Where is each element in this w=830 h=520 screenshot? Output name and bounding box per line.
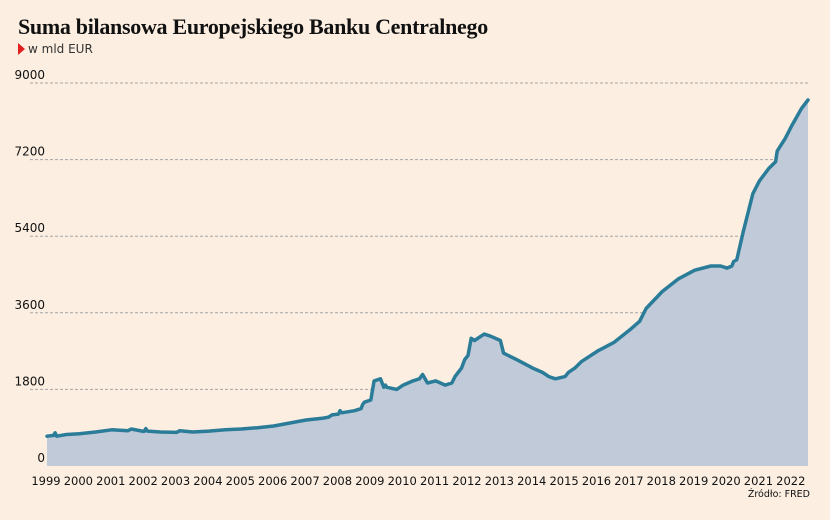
source-note: Źródło: FRED [747,489,810,500]
x-tick-label: 2007 [290,474,319,488]
x-tick-label: 2004 [193,474,222,488]
unit-label: w mld EUR [28,42,93,56]
y-tick-label: 1800 [14,374,45,388]
x-tick-label: 2019 [679,474,708,488]
x-tick-label: 2011 [420,474,449,488]
x-tick-label: 2021 [744,474,773,488]
x-tick-label: 2006 [258,474,287,488]
x-tick-label: 2001 [96,474,125,488]
series-area [47,100,808,466]
y-tick-label: 3600 [14,298,45,312]
x-tick-label: 2005 [226,474,255,488]
x-tick-label: 2009 [355,474,384,488]
x-tick-label: 2016 [582,474,611,488]
x-tick-label: 2017 [614,474,643,488]
x-tick-label: 2010 [388,474,417,488]
red-triangle-icon [18,43,25,55]
plot-area [45,98,810,466]
x-tick-label: 2015 [549,474,578,488]
x-tick-label: 2003 [161,474,190,488]
x-tick-label: 2020 [711,474,740,488]
chart-subtitle: w mld EUR [18,42,93,56]
x-tick-label: 2000 [64,474,93,488]
x-tick-label: 2008 [323,474,352,488]
x-tick-label: 1999 [31,474,60,488]
x-tick-label: 2018 [647,474,676,488]
x-tick-label: 2022 [776,474,805,488]
y-tick-label: 0 [37,451,45,465]
y-tick-label: 7200 [14,145,45,159]
x-tick-label: 2002 [129,474,158,488]
x-tick-label: 2012 [452,474,481,488]
chart-title: Suma bilansowa Europejskiego Banku Centr… [18,14,488,39]
y-tick-label: 5400 [14,221,45,235]
y-axis: 0 1800 3600 5400 7200 9000 [14,68,45,465]
series-line [45,98,810,438]
y-tick-label: 9000 [14,68,45,82]
x-axis: 1999 2000 2001 2002 2003 2004 2005 2006 2007 2008… [31,474,805,488]
x-tick-label: 2014 [517,474,546,488]
x-tick-label: 2013 [485,474,514,488]
